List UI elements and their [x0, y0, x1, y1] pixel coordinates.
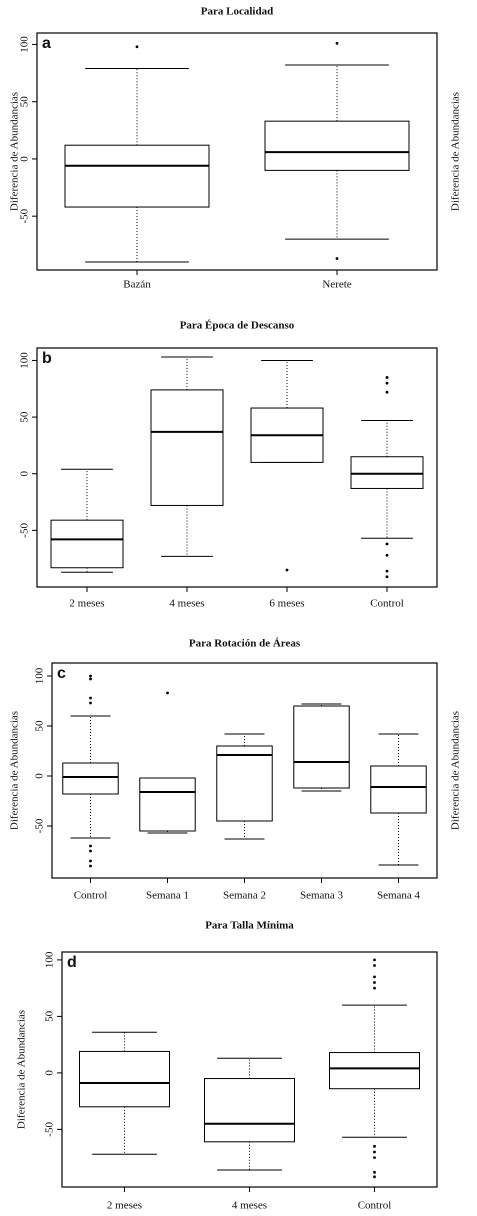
y-axis-label: Diferencia de Abundancias	[16, 1010, 28, 1129]
y-tick-label: 100	[19, 352, 31, 369]
box	[370, 765, 427, 814]
box	[350, 456, 424, 489]
outlier	[373, 1144, 376, 1148]
plot-frame	[36, 347, 438, 588]
outlier	[89, 844, 92, 848]
outlier	[373, 1170, 376, 1174]
outlier	[89, 677, 92, 681]
plot-frame	[36, 32, 438, 271]
outlier	[166, 691, 169, 695]
chart-title: Para Rotación de Áreas	[189, 638, 301, 650]
x-tick-label: 2 meses	[69, 598, 104, 610]
outlier	[285, 568, 289, 572]
outlier	[89, 696, 92, 700]
outlier	[385, 542, 389, 546]
outlier	[335, 257, 339, 260]
box	[79, 1050, 170, 1108]
y-tick-label: -50	[19, 523, 31, 538]
outlier	[385, 376, 389, 379]
x-tick-label: Semana 3	[300, 890, 344, 902]
x-tick-label: Semana 2	[223, 890, 266, 902]
box	[264, 120, 410, 171]
outlier	[385, 381, 389, 385]
x-tick-label: Nerete	[322, 279, 351, 291]
y-tick-label: 50	[19, 411, 31, 423]
outlier	[335, 41, 339, 45]
y-tick-label: 0	[19, 156, 31, 162]
y-tick-label: -50	[44, 1122, 56, 1137]
chart-title: Para Época de Descanso	[180, 320, 295, 332]
outlier	[89, 864, 92, 868]
box	[62, 762, 119, 795]
box	[329, 1052, 420, 1090]
outlier	[89, 849, 92, 853]
x-tick-label: 4 meses	[232, 1200, 267, 1212]
outlier	[373, 986, 376, 990]
outlier	[135, 45, 139, 49]
panel-label: b	[42, 350, 52, 367]
y-tick-label: 50	[44, 1010, 56, 1022]
box	[216, 745, 273, 822]
outlier	[373, 975, 376, 979]
outlier	[373, 958, 376, 962]
y-tick-label: 0	[44, 1070, 56, 1076]
y-axis-label: Diferencia de Abundancias	[9, 711, 21, 830]
outlier	[373, 1156, 376, 1160]
box	[139, 777, 196, 832]
outlier	[373, 1150, 376, 1154]
y-tick-label: 0	[19, 470, 31, 476]
y-tick-label: 50	[34, 720, 46, 732]
x-tick-label: Control	[74, 890, 108, 902]
y-tick-label: -50	[34, 818, 46, 833]
x-tick-label: Semana 4	[377, 890, 421, 902]
panel-label: a	[42, 35, 51, 52]
outlier	[373, 1175, 376, 1179]
x-tick-label: Control	[370, 598, 404, 610]
box	[64, 144, 210, 208]
x-tick-label: Bazán	[123, 279, 151, 291]
outlier	[385, 390, 389, 394]
x-tick-label: 4 meses	[169, 598, 204, 610]
chart-title: Para Localidad	[201, 6, 273, 18]
panel-label: d	[67, 954, 77, 971]
box	[50, 519, 124, 569]
x-tick-label: Control	[358, 1200, 392, 1212]
y-tick-label: 0	[34, 773, 46, 779]
right-axis-label: Diferencia de Abundancias	[450, 92, 462, 211]
y-tick-label: 100	[44, 951, 56, 968]
outlier	[89, 859, 92, 863]
outlier	[385, 569, 389, 573]
y-tick-label: 100	[19, 36, 31, 53]
y-axis-label: Diferencia de Abundancias	[9, 92, 21, 211]
chart-title: Para Talla Mínima	[205, 920, 294, 932]
x-tick-label: Semana 1	[146, 890, 189, 902]
outlier	[373, 964, 376, 967]
right-axis-label: Diferencia de Abundancias	[450, 711, 462, 830]
box	[293, 705, 350, 789]
outlier	[385, 575, 389, 579]
box	[204, 1078, 295, 1143]
y-tick-label: 100	[34, 667, 46, 684]
outlier	[89, 701, 92, 705]
x-tick-label: 2 meses	[107, 1200, 142, 1212]
outlier	[385, 553, 389, 557]
x-tick-label: 6 meses	[269, 598, 304, 610]
outlier	[373, 981, 376, 984]
panel-label: c	[57, 665, 66, 682]
box	[150, 389, 224, 506]
y-tick-label: -50	[19, 208, 31, 223]
y-tick-label: 50	[19, 96, 31, 108]
outlier	[89, 674, 92, 678]
